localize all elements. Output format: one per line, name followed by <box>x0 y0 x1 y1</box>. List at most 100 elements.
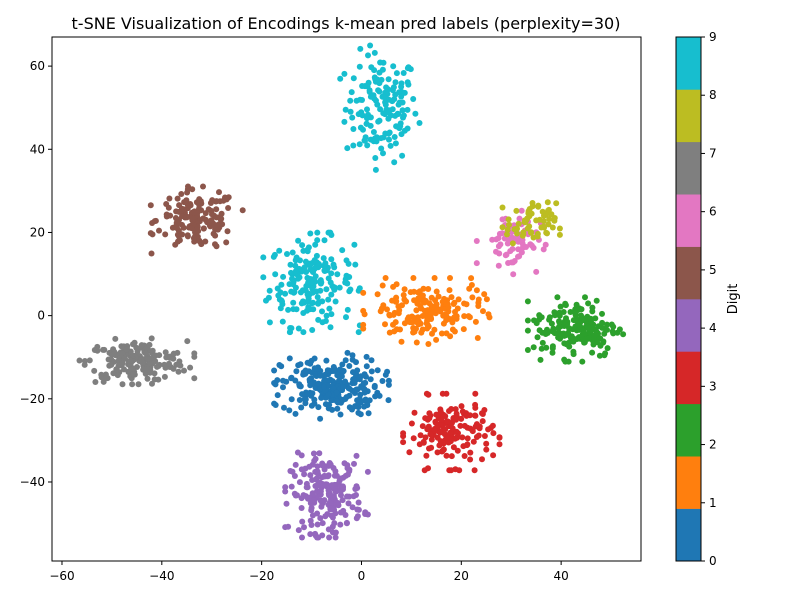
data-point <box>308 279 315 286</box>
data-point <box>370 129 377 135</box>
data-point <box>309 300 315 307</box>
data-point <box>452 406 459 413</box>
data-point <box>298 505 305 511</box>
data-point <box>345 500 352 507</box>
data-point <box>535 203 542 210</box>
data-point <box>315 470 321 477</box>
data-point <box>337 475 344 482</box>
data-point <box>113 366 120 373</box>
data-point <box>467 449 474 456</box>
data-point <box>332 468 339 475</box>
plot-frame <box>51 36 642 562</box>
data-point <box>485 426 492 433</box>
data-point <box>461 313 468 320</box>
data-point <box>318 279 325 286</box>
data-point <box>562 358 569 365</box>
data-point <box>277 305 284 312</box>
data-point <box>448 294 455 301</box>
data-point <box>285 523 292 530</box>
data-point <box>214 226 221 233</box>
data-point <box>321 383 327 390</box>
data-point <box>596 352 603 359</box>
data-point <box>361 311 368 318</box>
data-point <box>364 115 370 122</box>
data-point <box>428 294 435 301</box>
data-point <box>364 511 371 518</box>
data-point <box>499 230 506 237</box>
data-point <box>469 428 476 435</box>
cluster-3-6 <box>400 390 503 474</box>
data-point <box>170 350 177 357</box>
data-point <box>282 484 289 491</box>
data-point <box>374 76 381 83</box>
data-point <box>81 361 88 368</box>
data-point <box>208 217 215 224</box>
data-point <box>187 364 194 371</box>
data-point <box>379 378 386 384</box>
cluster-7-3 <box>76 335 198 388</box>
data-point <box>464 435 471 442</box>
data-point <box>444 301 451 308</box>
data-point <box>457 422 464 429</box>
data-point <box>295 527 302 534</box>
colorbar-segment-6 <box>676 194 701 247</box>
data-point <box>385 397 392 404</box>
data-point <box>604 321 610 328</box>
data-point <box>521 217 528 224</box>
data-point <box>266 319 273 326</box>
data-point <box>327 324 334 331</box>
data-point <box>103 374 110 381</box>
data-point <box>561 321 568 328</box>
data-point <box>585 325 592 332</box>
data-point <box>325 487 332 494</box>
data-point <box>309 512 316 519</box>
data-point <box>479 410 485 417</box>
data-point <box>350 126 357 132</box>
data-point <box>144 366 151 373</box>
data-point <box>334 405 341 412</box>
data-point <box>428 444 435 451</box>
data-point <box>589 349 596 356</box>
data-point <box>383 84 390 91</box>
data-point <box>495 243 502 250</box>
data-point <box>371 49 378 56</box>
data-point <box>506 221 512 228</box>
data-point <box>554 294 561 301</box>
data-point <box>299 534 305 541</box>
data-point <box>386 329 393 336</box>
data-point <box>471 467 478 474</box>
data-point <box>519 232 526 239</box>
data-point <box>372 166 379 173</box>
data-point <box>472 390 479 397</box>
data-point <box>382 275 389 281</box>
cluster-0-4 <box>271 349 392 422</box>
data-point <box>504 226 511 233</box>
data-point <box>390 283 397 290</box>
data-point <box>328 512 335 519</box>
data-point <box>447 275 453 281</box>
data-point <box>442 426 449 433</box>
data-point <box>319 462 326 469</box>
data-point <box>119 360 126 367</box>
data-point <box>509 240 516 247</box>
data-point <box>112 335 119 342</box>
data-point <box>385 76 392 83</box>
data-point <box>454 447 461 454</box>
data-point <box>347 286 354 293</box>
colorbar-segment-8 <box>676 89 701 143</box>
data-point <box>319 308 325 315</box>
cluster-9-0 <box>337 42 423 173</box>
data-point <box>365 410 372 417</box>
data-point <box>353 483 360 490</box>
data-point <box>344 349 351 356</box>
data-point <box>373 134 380 141</box>
data-point <box>404 106 411 113</box>
data-point <box>355 399 362 406</box>
data-point <box>499 224 506 231</box>
x-tick-label: 20 <box>454 569 469 583</box>
data-point <box>353 359 359 366</box>
data-point <box>154 363 160 370</box>
y-tick-label: 0 <box>37 309 45 323</box>
data-point <box>110 351 117 358</box>
data-point <box>455 296 462 303</box>
